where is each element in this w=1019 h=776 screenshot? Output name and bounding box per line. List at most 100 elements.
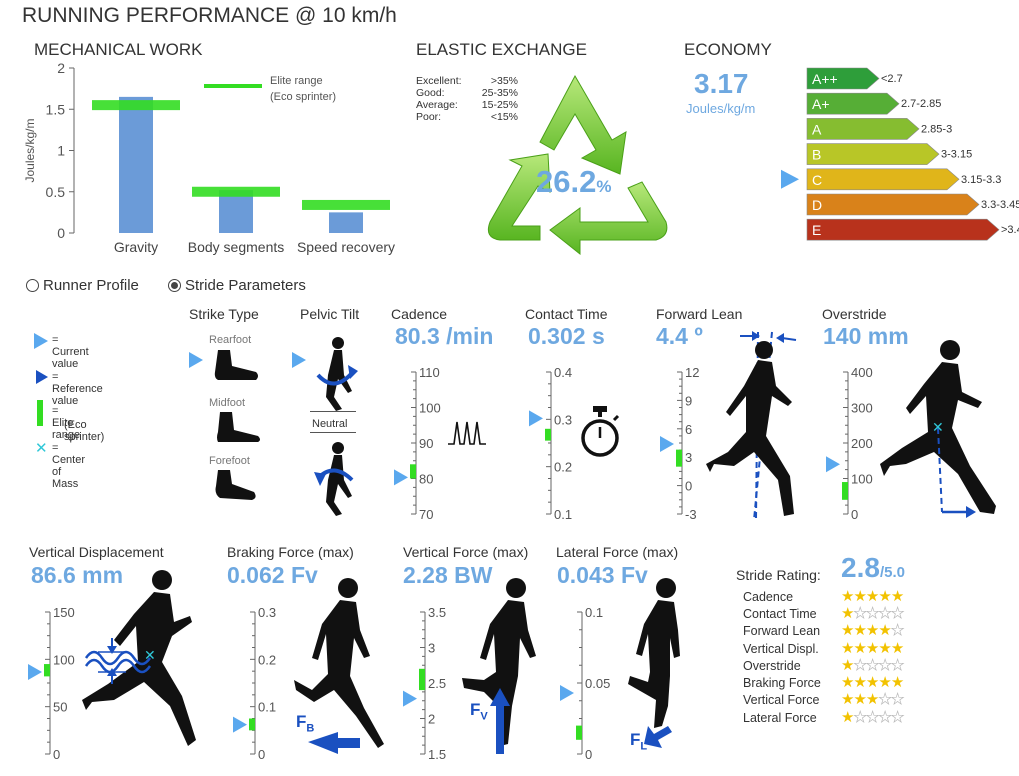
rating-row: Forward Lean ★ ★ ★ ★ ★	[743, 622, 905, 640]
contact-time-scale: 0.4 0.3 0.2 0.1	[529, 365, 572, 522]
tab-runner-profile-label: Runner Profile	[43, 277, 139, 294]
star-empty-icon: ★	[890, 622, 904, 640]
lateral-force-runner-icon	[628, 578, 680, 748]
rating-name: Vertical Force	[743, 693, 820, 708]
energy-class-chart: A++ <2.7 A+ 2.7-2.85 A 2.85-3 B 3-3.15 C 3.15-3.3…	[781, 67, 1019, 241]
stride-rating-max: /5.0	[879, 564, 905, 581]
star-filled-icon: ★	[853, 674, 866, 692]
cadence-scale: 110 100 90 80 70	[394, 365, 441, 522]
forward-lean-scale: 12 9 6 3 0 -3	[660, 365, 699, 522]
current-class-marker	[781, 169, 799, 189]
svg-text:✕: ✕	[932, 419, 944, 435]
star-empty-icon: ★	[853, 708, 867, 726]
elastic-scale: Excellent: >35% Good: 25-35% Average: 15-25% P…	[416, 75, 518, 123]
energy-class-bar	[806, 218, 1000, 241]
elastic-scale-label: Average:	[416, 99, 458, 111]
elastic-scale-label: Poor:	[416, 111, 442, 123]
stopwatch-icon	[581, 406, 620, 457]
vertical-force-value: 2.28 BW	[403, 562, 493, 588]
elastic-scale-range: 15-25%	[481, 99, 518, 111]
elite-range-marker	[410, 464, 416, 479]
braking-force-value: 0.062 Fv	[227, 562, 318, 588]
star-empty-icon: ★	[890, 691, 904, 709]
radio-icon[interactable]	[26, 279, 39, 292]
star-empty-icon: ★	[853, 604, 867, 622]
scale-tick-label: 100	[851, 472, 873, 487]
elite-range-marker	[44, 664, 50, 677]
scale-tick-label: 100	[419, 401, 441, 416]
elastic-scale-row: Good: 25-35%	[416, 87, 518, 99]
energy-class-label: A	[812, 121, 822, 137]
star-filled-icon: ★	[841, 622, 854, 640]
pelvic-anterior-runner-icon	[316, 337, 358, 411]
star-filled-icon: ★	[841, 708, 854, 726]
tab-stride-parameters[interactable]: Stride Parameters	[168, 277, 306, 294]
star-filled-icon: ★	[841, 639, 854, 657]
star-filled-icon: ★	[841, 674, 854, 692]
current-value-marker	[394, 469, 408, 486]
star-empty-icon: ★	[865, 604, 880, 622]
scale-tick-label: 50	[53, 700, 67, 715]
energy-class-range: 3.3-3.45	[981, 199, 1019, 211]
scale-tick-label: 150	[53, 605, 75, 620]
mechanical-work-chart: 0 0.5 1 1.5 2 Joules/kg/m Gravity Body segments…	[23, 60, 395, 255]
scale-tick-label: 0.3	[258, 605, 276, 620]
rating-row: Cadence ★ ★ ★ ★ ★	[743, 588, 904, 605]
category-label: Speed recovery	[297, 239, 395, 255]
bar	[119, 96, 153, 233]
current-value-marker	[233, 716, 247, 733]
current-value-marker	[529, 410, 543, 427]
bar	[219, 190, 253, 233]
energy-class-bar	[806, 92, 900, 115]
star-filled-icon: ★	[890, 639, 904, 657]
elastic-scale-range: >35%	[490, 75, 518, 87]
elite-range-band	[92, 100, 180, 111]
scale-tick-label: 0.1	[554, 507, 572, 522]
pelvic-current-marker	[292, 352, 306, 368]
vertical-force-runner-icon	[462, 578, 536, 754]
star-filled-icon: ★	[853, 639, 866, 657]
cadence-value: 80.3 /min	[395, 323, 494, 349]
elastic-scale-range: <15%	[490, 111, 518, 123]
energy-class-range: >3.45	[1001, 224, 1019, 236]
legend-sub-label: (Eco sprinter)	[270, 91, 336, 103]
pelvic-tilt-title: Pelvic Tilt	[300, 306, 360, 322]
star-filled-icon: ★	[878, 674, 891, 692]
elastic-scale-label: Good:	[416, 87, 445, 99]
star-filled-icon: ★	[890, 674, 904, 692]
rating-name: Braking Force	[743, 676, 821, 691]
elastic-unit: %	[596, 177, 612, 196]
stride-rating-list: Cadence ★ ★ ★ ★ ★ Contact Time ★ ★ ★ ★ ★ Forward Lea…	[743, 588, 905, 726]
scale-tick-label: 9	[685, 393, 692, 408]
current-value-marker	[403, 690, 417, 707]
energy-class-bar	[806, 118, 920, 140]
star-empty-icon: ★	[890, 604, 904, 622]
tab-runner-profile[interactable]: Runner Profile	[26, 277, 139, 294]
energy-class-label: E	[812, 222, 821, 238]
strike-type-title: Strike Type	[189, 306, 259, 322]
rating-name: Cadence	[743, 589, 794, 604]
cadence-title: Cadence	[391, 306, 448, 322]
star-filled-icon: ★	[841, 656, 854, 674]
lateral-force-scale: 0.1 0.05 0	[560, 605, 610, 762]
elite-range-band	[302, 199, 390, 210]
elite-range-marker	[545, 428, 551, 441]
forward-lean-value: 4.4 º	[656, 323, 703, 349]
energy-class-range: <2.7	[881, 73, 903, 85]
legend-elite: = Elite range	[52, 405, 81, 441]
braking-force-arrow-label: F	[296, 712, 307, 731]
rating-row: Lateral Force ★ ★ ★ ★ ★	[743, 708, 905, 726]
energy-class-label: D	[812, 197, 822, 213]
scale-tick-label: 0.05	[585, 676, 610, 691]
elastic-scale-label: Excellent:	[416, 75, 462, 87]
star-empty-icon: ★	[865, 708, 880, 726]
current-value-marker	[826, 456, 840, 473]
energy-class-label: C	[812, 172, 822, 188]
elite-range-marker	[249, 718, 255, 731]
radio-selected-icon[interactable]	[168, 279, 181, 292]
tab-stride-parameters-label: Stride Parameters	[185, 277, 306, 294]
midfoot-foot-icon	[217, 412, 260, 442]
scale-tick-label: 2.5	[428, 676, 446, 691]
stride-rating-label: Stride Rating:	[736, 567, 821, 583]
star-filled-icon: ★	[841, 604, 854, 622]
